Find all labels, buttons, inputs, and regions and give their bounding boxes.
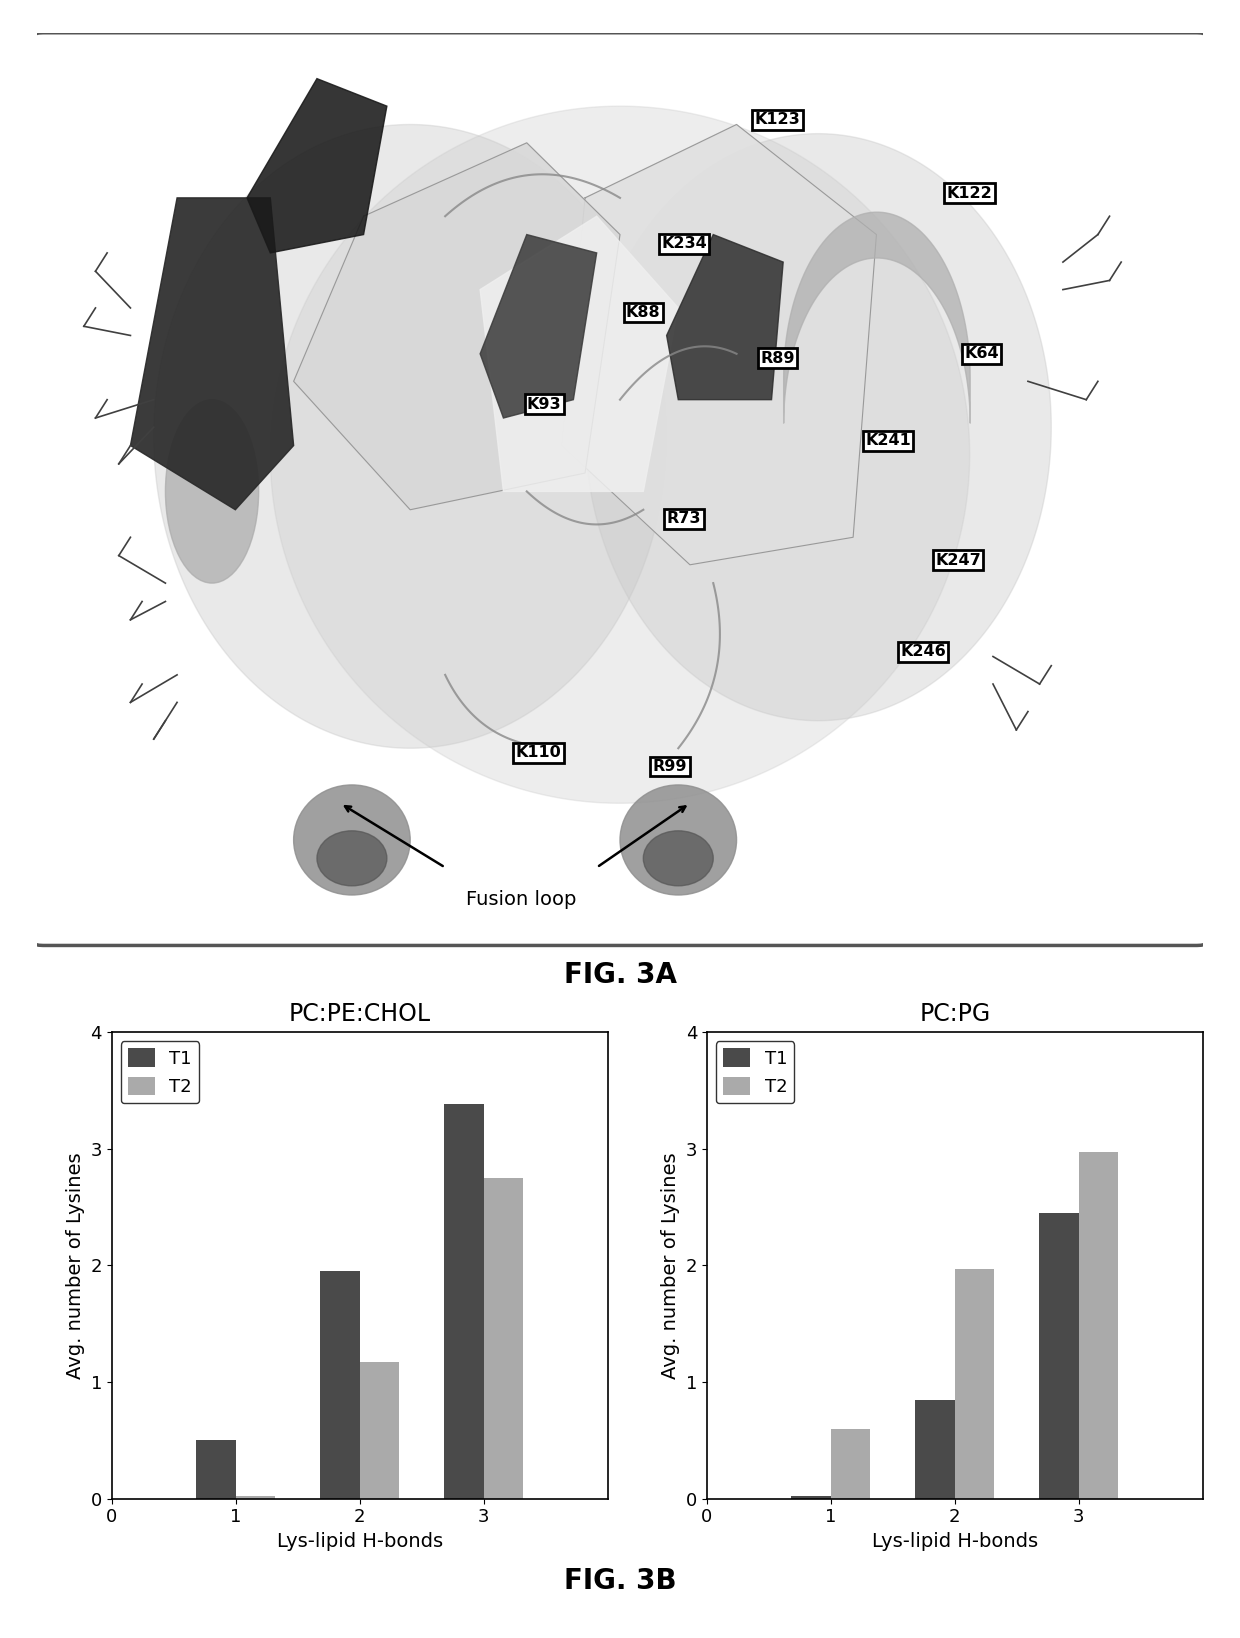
Text: K122: K122 [947, 185, 992, 201]
Text: K123: K123 [754, 113, 800, 128]
Text: FIG. 3A: FIG. 3A [563, 960, 677, 989]
Text: K241: K241 [866, 434, 911, 449]
Text: K88: K88 [626, 305, 661, 319]
Ellipse shape [165, 400, 259, 583]
Text: Fusion loop: Fusion loop [466, 889, 577, 909]
Bar [1079, 1152, 1118, 1499]
Polygon shape [667, 234, 784, 400]
Polygon shape [562, 124, 877, 565]
X-axis label: Lys-lipid H-bonds: Lys-lipid H-bonds [872, 1532, 1038, 1551]
Polygon shape [585, 134, 1052, 721]
Ellipse shape [620, 785, 737, 894]
Title: PC:PE:CHOL: PC:PE:CHOL [289, 1002, 430, 1025]
X-axis label: Lys-lipid H-bonds: Lys-lipid H-bonds [277, 1532, 443, 1551]
Text: K247: K247 [935, 552, 981, 568]
Polygon shape [480, 216, 678, 491]
Y-axis label: Avg. number of Lysines: Avg. number of Lysines [661, 1152, 680, 1379]
Bar [196, 1440, 236, 1499]
Polygon shape [154, 124, 667, 749]
Legend: T1, T2: T1, T2 [715, 1042, 795, 1102]
Y-axis label: Avg. number of Lysines: Avg. number of Lysines [66, 1152, 84, 1379]
Ellipse shape [644, 830, 713, 886]
FancyBboxPatch shape [26, 33, 1214, 945]
Bar [444, 1104, 484, 1499]
Text: R89: R89 [760, 351, 795, 365]
Bar [791, 1497, 831, 1499]
Text: K64: K64 [963, 346, 998, 362]
Polygon shape [130, 198, 294, 509]
Ellipse shape [317, 830, 387, 886]
Text: R99: R99 [653, 758, 687, 775]
Bar [831, 1428, 870, 1499]
Legend: T1, T2: T1, T2 [120, 1042, 200, 1102]
Polygon shape [480, 234, 596, 418]
Bar [1039, 1212, 1079, 1499]
Text: R73: R73 [667, 511, 702, 526]
Bar [320, 1271, 360, 1499]
Bar [955, 1269, 994, 1499]
Bar [484, 1178, 523, 1499]
Bar [915, 1399, 955, 1499]
Text: FIG. 3B: FIG. 3B [564, 1566, 676, 1595]
Polygon shape [294, 143, 620, 509]
Text: K246: K246 [900, 644, 946, 660]
Bar [236, 1497, 275, 1499]
Text: K93: K93 [527, 396, 562, 411]
Title: PC:PG: PC:PG [919, 1002, 991, 1025]
Polygon shape [247, 79, 387, 252]
Polygon shape [270, 106, 970, 803]
Ellipse shape [294, 785, 410, 894]
Bar [360, 1363, 399, 1499]
Text: K110: K110 [516, 745, 562, 760]
Text: K234: K234 [661, 236, 707, 251]
